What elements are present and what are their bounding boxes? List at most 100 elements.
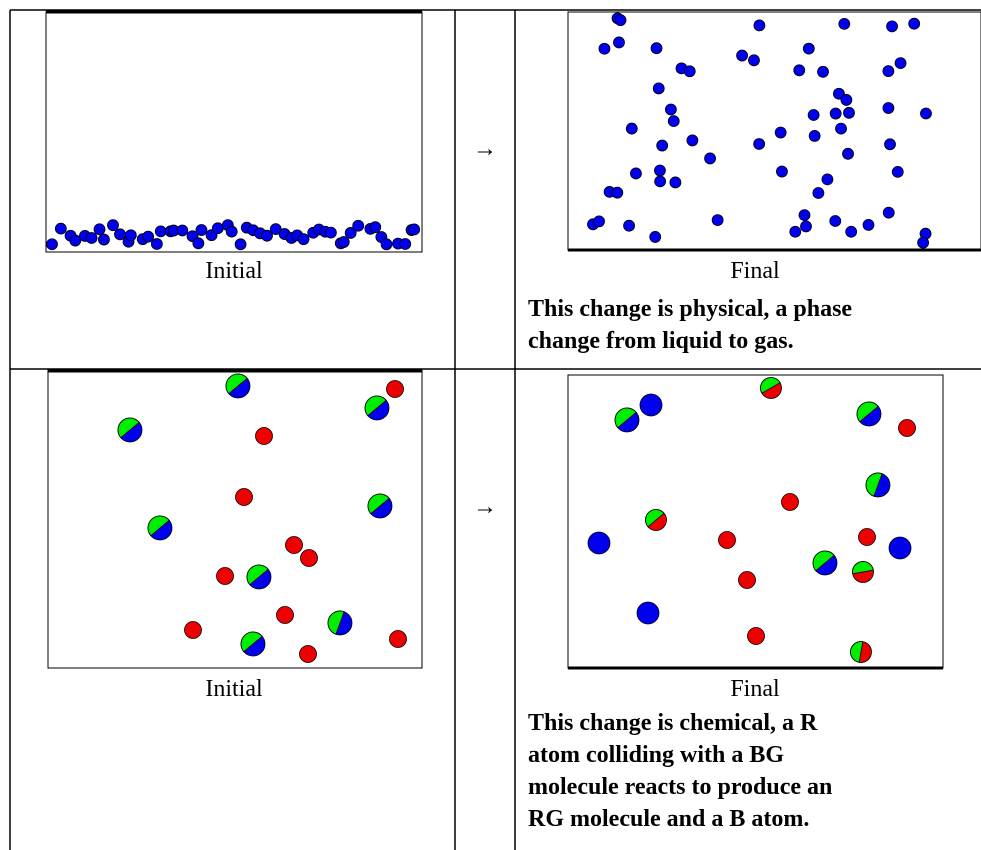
atom xyxy=(93,223,106,236)
atom xyxy=(888,536,912,560)
atom xyxy=(625,122,638,135)
atom xyxy=(285,536,303,554)
atom xyxy=(269,223,282,236)
description-line: This change is physical, a phase xyxy=(528,296,852,322)
atom xyxy=(337,236,350,248)
atom xyxy=(98,233,110,246)
molecule-half xyxy=(856,401,879,423)
atom xyxy=(176,224,189,237)
atom xyxy=(812,187,825,199)
atom xyxy=(225,225,238,238)
atom xyxy=(845,225,858,238)
atom xyxy=(352,219,365,232)
molecule-half xyxy=(852,561,874,575)
atom xyxy=(654,175,667,188)
atom xyxy=(776,165,788,178)
atom xyxy=(747,627,765,645)
atom xyxy=(114,228,126,241)
table-grid xyxy=(9,9,981,850)
atom xyxy=(124,229,137,242)
atom xyxy=(789,225,802,238)
molecule-half xyxy=(865,472,883,497)
boxes xyxy=(45,10,981,670)
atom xyxy=(154,225,167,238)
atom xyxy=(46,238,58,251)
atom xyxy=(862,218,875,231)
atom xyxy=(891,165,904,178)
molecule-half xyxy=(240,631,263,653)
atom xyxy=(299,645,317,663)
molecule-half xyxy=(367,493,390,515)
atom xyxy=(917,236,930,249)
atom xyxy=(829,107,842,120)
atom xyxy=(798,209,811,222)
atom xyxy=(54,222,67,235)
atom xyxy=(920,107,932,120)
atom xyxy=(842,147,854,160)
atom xyxy=(324,226,337,239)
atom xyxy=(667,115,680,128)
atom xyxy=(656,139,669,152)
atom xyxy=(649,231,662,243)
atom xyxy=(807,109,820,121)
particles xyxy=(46,12,932,663)
initial-label: Initial xyxy=(205,258,263,284)
atom xyxy=(838,17,851,30)
atom xyxy=(380,238,393,251)
atom xyxy=(386,380,404,398)
atom xyxy=(840,94,853,106)
atom xyxy=(639,393,663,417)
molecule-half xyxy=(147,515,170,537)
atom xyxy=(399,238,412,250)
description-line: molecule reacts to produce an xyxy=(528,774,832,800)
atom xyxy=(650,42,663,55)
atom xyxy=(781,493,799,511)
atom xyxy=(261,229,273,242)
atom xyxy=(894,57,907,69)
atom xyxy=(882,206,895,219)
atom xyxy=(598,42,611,55)
atom xyxy=(234,238,247,251)
atom xyxy=(300,549,318,567)
atom xyxy=(908,17,921,30)
description-line: change from liquid to gas. xyxy=(528,328,794,354)
initial-label: Initial xyxy=(205,676,263,702)
atom xyxy=(593,215,605,228)
atom xyxy=(748,54,760,67)
atom xyxy=(369,221,382,234)
molecule-half xyxy=(645,509,665,528)
atom xyxy=(623,219,635,232)
molecule-half xyxy=(327,610,345,635)
atom xyxy=(711,214,724,227)
atom xyxy=(774,126,787,139)
atom xyxy=(738,571,756,589)
atom xyxy=(884,138,896,151)
molecule-half xyxy=(246,564,269,586)
atom xyxy=(408,223,421,236)
final-label: Final xyxy=(730,676,780,702)
atom xyxy=(793,64,806,77)
atom xyxy=(669,176,682,189)
molecule-half xyxy=(850,641,864,663)
atom xyxy=(389,630,407,648)
atom xyxy=(235,488,253,506)
atom xyxy=(654,164,666,177)
arrow: → xyxy=(473,136,497,162)
atom xyxy=(255,427,273,445)
atom xyxy=(898,419,916,437)
atom xyxy=(858,528,876,546)
atom xyxy=(829,215,842,227)
atom xyxy=(297,233,310,246)
atom xyxy=(683,65,696,78)
atom xyxy=(664,103,677,116)
atom xyxy=(704,152,716,165)
atom xyxy=(736,49,748,62)
atom xyxy=(211,222,224,235)
atom xyxy=(886,20,898,33)
description-line: atom colliding with a BG xyxy=(528,742,784,768)
final-label: Final xyxy=(730,258,780,284)
molecule-half xyxy=(760,377,781,394)
arrow: → xyxy=(473,494,497,520)
molecule-half xyxy=(225,373,248,395)
